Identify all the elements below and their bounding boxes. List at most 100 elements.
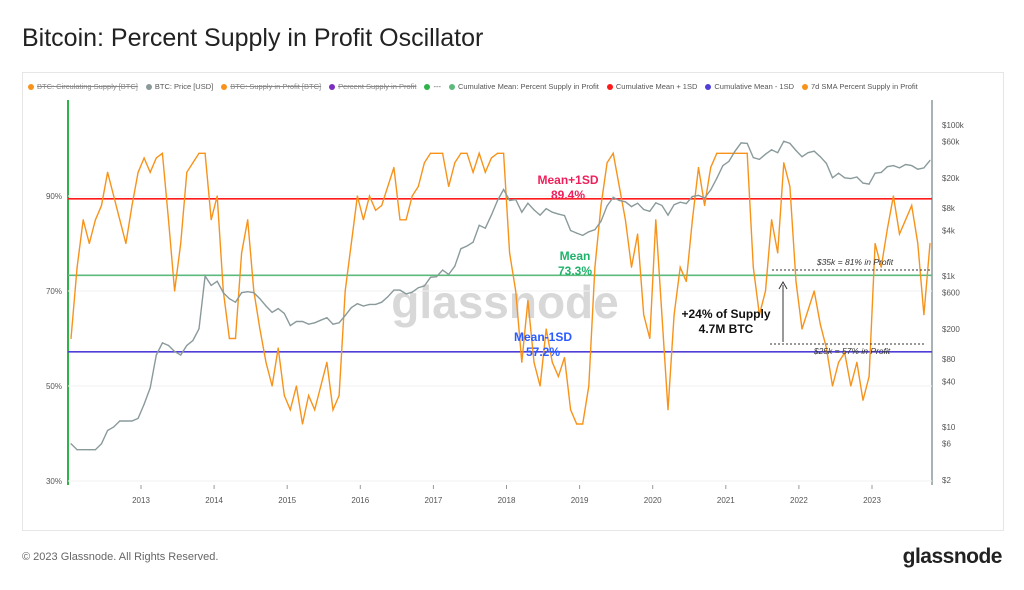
legend-item[interactable]: Percent Supply in Profit: [329, 82, 416, 91]
data-point: [636, 233, 639, 235]
data-point: [82, 449, 84, 451]
x-tick-label: 2018: [498, 496, 516, 505]
data-point: [917, 242, 919, 245]
legend-item[interactable]: Cumulative Mean - 1SD: [705, 82, 794, 91]
data-point: [923, 314, 925, 316]
legend-item[interactable]: BTC: Supply in Profit [BTC]: [221, 82, 321, 91]
data-point: [198, 328, 200, 330]
data-point: [557, 213, 559, 215]
data-point: [898, 233, 901, 235]
data-point: [180, 354, 182, 356]
x-tick-label: 2017: [425, 496, 443, 505]
data-point: [557, 375, 559, 378]
data-point: [594, 266, 596, 268]
data-point: [375, 303, 377, 306]
data-point: [381, 301, 383, 303]
data-point: [509, 252, 511, 254]
data-point: [624, 201, 626, 203]
data-point: [722, 152, 724, 154]
data-point: [88, 242, 90, 245]
data-point: [563, 215, 566, 217]
data-point: [813, 150, 815, 152]
data-point: [405, 219, 407, 221]
y-left-tick-label: 90%: [46, 192, 62, 201]
data-point: [758, 158, 761, 161]
mean-plus-1sd-value: 89.4%: [551, 188, 585, 202]
data-point: [539, 214, 541, 216]
data-point: [764, 153, 767, 155]
data-point: [728, 152, 730, 154]
data-point: [301, 320, 304, 323]
y-left-tick-label: 50%: [46, 382, 62, 391]
data-point: [673, 204, 675, 206]
legend-dot-icon: [802, 83, 808, 90]
data-point: [381, 204, 383, 207]
data-point: [502, 152, 505, 154]
data-point: [905, 219, 907, 221]
legend-label: Cumulative Mean - 1SD: [714, 82, 794, 91]
data-point: [125, 242, 127, 245]
data-point: [393, 289, 395, 291]
data-point: [435, 276, 438, 278]
data-point: [161, 152, 164, 154]
data-point: [411, 195, 413, 197]
data-point: [277, 308, 279, 310]
data-point: [819, 156, 821, 158]
data-point: [576, 232, 578, 234]
legend-item[interactable]: ---: [424, 82, 441, 91]
y-right-tick-label: $60k: [942, 138, 960, 147]
data-point: [234, 301, 237, 303]
data-point: [783, 140, 785, 142]
data-point: [856, 176, 858, 178]
data-point: [466, 152, 468, 154]
data-point: [241, 292, 243, 294]
legend-item[interactable]: Cumulative Mean: Percent Supply in Profi…: [448, 82, 599, 91]
data-point: [356, 303, 358, 305]
legend-label: BTC: Price [USD]: [154, 82, 214, 91]
y-right-tick-label: $1k: [942, 272, 956, 281]
legend-label: Cumulative Mean + 1SD: [615, 82, 698, 91]
brand-logo: glassnode: [902, 545, 1003, 568]
data-point: [301, 423, 304, 425]
data-point: [874, 172, 876, 174]
data-point: [174, 290, 176, 292]
data-point: [362, 305, 365, 307]
data-point: [70, 337, 72, 340]
legend-label: BTC: Supply in Profit [BTC]: [230, 82, 322, 91]
data-point: [649, 337, 651, 340]
data-point: [119, 420, 121, 422]
data-point: [563, 356, 566, 359]
data-point: [356, 195, 358, 197]
legend-item[interactable]: BTC: Circulating Supply [BTC]: [28, 82, 138, 91]
data-point: [198, 152, 200, 154]
data-point: [295, 385, 298, 387]
data-point: [490, 214, 492, 216]
data-point: [655, 219, 657, 221]
data-point: [911, 204, 913, 207]
legend-item[interactable]: BTC: Price [USD]: [145, 82, 214, 91]
data-point: [259, 328, 261, 330]
data-point: [82, 219, 84, 221]
data-point: [350, 307, 352, 309]
x-tick-label: 2015: [278, 496, 296, 505]
data-point: [661, 204, 663, 207]
legend-item[interactable]: 7d SMA Percent Supply in Profit: [802, 82, 918, 91]
data-point: [770, 149, 773, 151]
data-point: [161, 342, 164, 344]
x-tick-label: 2020: [644, 496, 662, 505]
data-point: [691, 195, 693, 198]
data-point: [643, 314, 645, 316]
legend-item[interactable]: Cumulative Mean + 1SD: [606, 82, 698, 91]
data-point: [332, 323, 334, 325]
data-point: [76, 266, 78, 268]
data-point: [338, 322, 340, 324]
data-point: [515, 198, 517, 201]
data-point: [216, 195, 218, 197]
data-point: [710, 189, 712, 191]
data-point: [722, 164, 724, 167]
data-point: [320, 385, 322, 387]
y-right-tick-label: $10: [942, 423, 956, 432]
data-point: [801, 328, 803, 330]
data-point: [770, 219, 773, 221]
data-point: [600, 204, 602, 207]
